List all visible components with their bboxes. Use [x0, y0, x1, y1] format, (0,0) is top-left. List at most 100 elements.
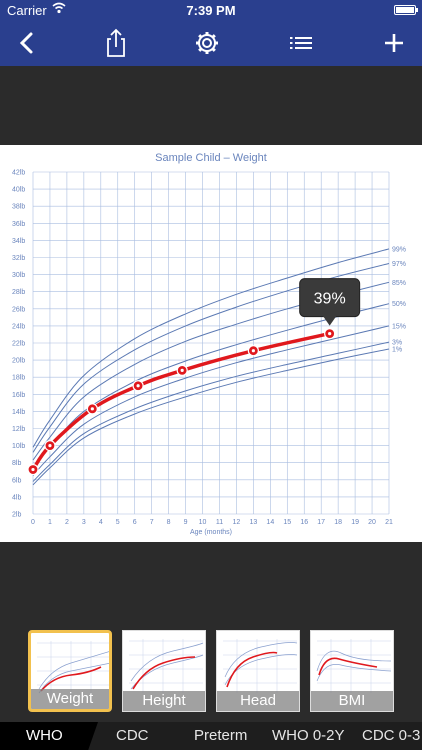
x-tick-label: 9	[184, 519, 188, 526]
y-tick-label: 10lb	[12, 443, 25, 450]
battery-icon	[394, 5, 418, 15]
tab-who[interactable]: WHO	[0, 722, 98, 750]
percentile-curve	[32, 248, 390, 448]
back-button[interactable]	[10, 26, 44, 60]
percentile-curve	[32, 325, 390, 476]
x-tick-label: 17	[317, 519, 325, 526]
percentile-label: 1%	[392, 346, 402, 353]
x-tick-label: 14	[266, 519, 274, 526]
tab-cdc[interactable]: CDC	[116, 727, 149, 744]
share-icon	[107, 28, 125, 57]
y-tick-label: 16lb	[12, 392, 25, 399]
chart-type-tabs: WHO CDC Preterm WHO 0-2Y CDC 0-3	[0, 722, 422, 750]
thumbnail-height[interactable]: Height	[122, 630, 206, 712]
x-tick-label: 18	[334, 519, 342, 526]
percentile-label: 3%	[392, 340, 402, 347]
data-point-center	[180, 368, 184, 372]
back-chevron-icon	[19, 32, 33, 54]
thumbnail-chart-weight	[37, 641, 109, 695]
navigation-bar	[0, 20, 422, 66]
data-point-center	[48, 444, 52, 448]
percentile-label: 99%	[392, 246, 406, 253]
y-tick-label: 14lb	[12, 409, 25, 416]
y-tick-label: 38lb	[12, 204, 25, 211]
grid-lines	[32, 171, 390, 515]
thumbnail-chart-bmi	[316, 639, 392, 693]
percentile-curve	[32, 348, 390, 486]
growth-chart-card: Sample Child – Weight 0 1 2 3 4 5 6 7 8 9 10 11 12 13…	[0, 145, 422, 542]
thumbnail-weight[interactable]: Weight	[28, 630, 112, 712]
y-tick-label: 6lb	[12, 477, 21, 484]
y-tick-label: 20lb	[12, 358, 25, 365]
axis-labels: 0 1 2 3 4 5 6 7 8 9 10 11 12 13 14 15 16 17 18 19 20 212lb4lb…	[12, 170, 406, 527]
x-tick-label: 0	[31, 519, 35, 526]
callout-pointer	[322, 315, 337, 326]
x-tick-label: 19	[351, 519, 359, 526]
wifi-icon	[52, 2, 66, 17]
settings-button[interactable]	[190, 26, 224, 60]
x-tick-label: 15	[283, 519, 291, 526]
data-point-center	[251, 349, 255, 353]
x-axis-label: Age (months)	[190, 529, 232, 536]
add-button[interactable]	[377, 26, 411, 60]
x-tick-label: 11	[216, 519, 223, 526]
y-tick-label: 32lb	[12, 255, 25, 262]
series-line	[31, 331, 332, 472]
x-tick-label: 12	[233, 519, 241, 526]
list-button[interactable]	[284, 26, 318, 60]
thumbnail-label: Weight	[31, 689, 109, 709]
y-tick-label: 36lb	[12, 221, 25, 228]
y-tick-label: 22lb	[12, 341, 25, 348]
y-tick-label: 34lb	[12, 238, 25, 245]
callout-percentile-text: 39%	[314, 291, 346, 308]
x-tick-label: 4	[99, 519, 103, 526]
percentile-label: 15%	[392, 323, 406, 330]
x-tick-label: 3	[82, 519, 86, 526]
y-tick-label: 28lb	[12, 289, 25, 296]
x-tick-label: 20	[368, 519, 376, 526]
data-point-center	[136, 384, 140, 388]
carrier-label: Carrier	[7, 3, 47, 18]
x-tick-label: 2	[65, 519, 69, 526]
x-tick-label: 7	[150, 519, 154, 526]
list-icon	[290, 37, 312, 49]
tab-cdc-0-3[interactable]: CDC 0-3	[362, 727, 421, 744]
y-tick-label: 40lb	[12, 187, 25, 194]
percentile-curve	[32, 341, 390, 482]
data-point-center	[31, 467, 35, 472]
child-weight-series	[27, 327, 336, 476]
share-button[interactable]	[99, 26, 133, 60]
y-tick-label: 4lb	[12, 494, 21, 501]
y-tick-label: 18lb	[12, 375, 25, 382]
thumbnail-chart-head	[223, 639, 298, 693]
y-tick-label: 26lb	[12, 306, 25, 313]
x-tick-label: 1	[48, 519, 52, 526]
chart-thumbnail-strip: Weight Height Head BMI	[0, 628, 422, 716]
percentile-label: 50%	[392, 301, 406, 308]
y-tick-label: 8lb	[12, 460, 21, 467]
growth-chart[interactable]: Sample Child – Weight 0 1 2 3 4 5 6 7 8 9 10 11 12 13…	[0, 145, 422, 542]
y-tick-label: 12lb	[12, 426, 25, 433]
y-tick-label: 42lb	[12, 170, 25, 177]
chart-title: Sample Child – Weight	[155, 152, 267, 164]
percentile-callout: 39%	[299, 278, 361, 326]
thumbnail-bmi[interactable]: BMI	[310, 630, 394, 712]
x-tick-label: 8	[167, 519, 171, 526]
data-point-center	[328, 331, 332, 336]
thumbnail-label: Height	[123, 691, 205, 711]
x-tick-label: 16	[300, 519, 308, 526]
thumbnail-label: BMI	[311, 691, 393, 711]
tab-who-0-2y[interactable]: WHO 0-2Y	[272, 727, 345, 744]
x-tick-label: 10	[199, 519, 207, 526]
gear-icon	[196, 32, 218, 54]
thumbnail-head[interactable]: Head	[216, 630, 300, 712]
data-point-center	[90, 407, 94, 411]
percentile-label: 97%	[392, 261, 406, 268]
plus-icon	[385, 34, 403, 52]
tab-preterm[interactable]: Preterm	[194, 727, 248, 744]
y-tick-label: 2lb	[12, 512, 21, 519]
x-tick-label: 5	[116, 519, 120, 526]
thumbnail-label: Head	[217, 691, 299, 711]
y-tick-label: 24lb	[12, 323, 25, 330]
percentile-label: 85%	[392, 280, 406, 287]
